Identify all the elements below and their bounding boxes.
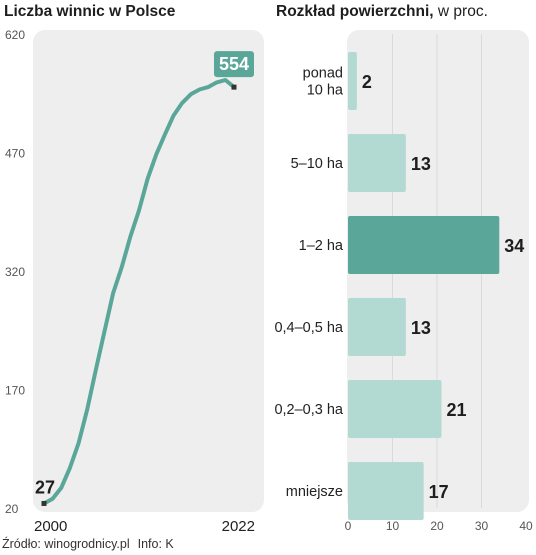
- line-y-tick-label: 320: [5, 265, 25, 279]
- line-y-tick-label: 470: [5, 147, 25, 161]
- bar-chart-title-main: Rozkład powierzchni,: [276, 3, 434, 20]
- bar-category-label: ponad 10 ha: [303, 66, 344, 99]
- bar-x-tick-label: 0: [345, 519, 352, 533]
- line-end-value-label: 554: [219, 54, 249, 74]
- bar: [348, 216, 500, 274]
- line-end-point: [231, 84, 237, 90]
- bar: [348, 380, 442, 438]
- source-text: Źródło: winogrodnicy.pl: [2, 537, 130, 551]
- line-chart-panel: [33, 30, 264, 512]
- line-x-end-label: 2022: [222, 518, 255, 535]
- bar-category-label-line: 5–10 ha: [291, 156, 344, 172]
- bar-category-label: mniejsze: [286, 484, 343, 500]
- bar-category-label-line: 10 ha: [307, 83, 344, 99]
- bar: [348, 134, 406, 192]
- source-info: Info: K: [137, 537, 174, 551]
- bar: [348, 462, 424, 520]
- bar-value-label: 13: [411, 318, 431, 338]
- bar-x-tick-label: 40: [519, 519, 533, 533]
- bar-category-label: 1–2 ha: [299, 238, 344, 254]
- bar-value-label: 17: [429, 482, 449, 502]
- bar-value-label: 13: [411, 154, 431, 174]
- bar-value-label: 34: [504, 236, 524, 256]
- bar: [348, 52, 357, 110]
- line-series-vineyards: [42, 78, 236, 506]
- bar-category-label-line: ponad: [303, 66, 343, 82]
- bar: [348, 298, 406, 356]
- bar-value-label: 21: [446, 400, 466, 420]
- bar-category-label: 0,4–0,5 ha: [274, 320, 343, 336]
- bar-value-label: 2: [362, 72, 372, 92]
- bar-category-label-line: 0,2–0,3 ha: [274, 402, 343, 418]
- line-start-value-label: 27: [35, 477, 55, 497]
- bar-category-label-line: mniejsze: [286, 484, 343, 500]
- line-x-start-label: 2000: [34, 518, 67, 535]
- bar-x-tick-label: 20: [430, 519, 444, 533]
- bar-chart-title-unit: w proc.: [433, 3, 488, 20]
- line-end-value-badge: [214, 51, 254, 78]
- line-y-tick-label: 170: [5, 384, 25, 398]
- bar-x-tick-label: 10: [386, 519, 400, 533]
- line-y-tick-label: 620: [5, 28, 25, 42]
- line-y-tick-label: 20: [5, 502, 19, 516]
- bar-category-label-line: 1–2 ha: [299, 238, 344, 254]
- bar-category-label: 0,2–0,3 ha: [274, 402, 343, 418]
- bar-x-tick-label: 30: [475, 519, 489, 533]
- bar-chart-title: Rozkład powierzchni, w proc.: [276, 3, 488, 21]
- line-chart-title: Liczba winnic w Polsce: [4, 3, 176, 20]
- bar-category-label-line: 0,4–0,5 ha: [274, 320, 343, 336]
- source-note: Źródło: winogrodnicy.pl Info: K: [2, 537, 174, 551]
- line-start-point: [41, 500, 47, 506]
- bar-category-label: 5–10 ha: [291, 156, 344, 172]
